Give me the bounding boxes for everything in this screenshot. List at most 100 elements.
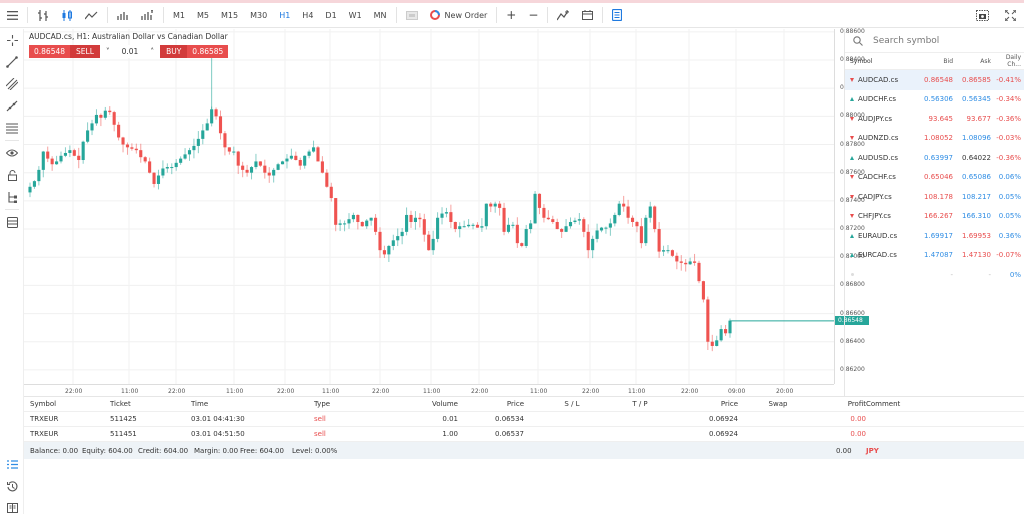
screenshot-button[interactable]: [968, 3, 996, 28]
watchlist-row[interactable]: EURCAD.cs 1.47087 1.47130 -0.07%: [845, 246, 1024, 266]
dot-icon: [851, 273, 854, 277]
fibonacci-tool[interactable]: [0, 117, 24, 139]
one-click-trading-button[interactable]: [400, 3, 424, 28]
zoom-out-button[interactable]: −: [528, 8, 539, 22]
current-price-label: 0.86548: [835, 316, 869, 326]
position-row[interactable]: TRXEUR 511451 03.01 04:51:50 sell 1.00 0.0653…: [24, 427, 1024, 442]
volume-cell: 0.01: [442, 415, 458, 423]
watchlist-row[interactable]: AUDCHF.cs 0.56306 0.56345 -0.34%: [845, 90, 1024, 110]
time-tick: 20:00: [776, 388, 794, 395]
new-order-button[interactable]: New Order: [424, 3, 494, 28]
layers-icon: [6, 216, 18, 228]
volume-decrease-button[interactable]: ˅: [105, 47, 110, 56]
col-header[interactable]: Price: [720, 400, 738, 408]
col-header[interactable]: S / L: [564, 400, 580, 408]
zoom-in-button[interactable]: +: [506, 8, 517, 22]
lock-toggle[interactable]: [0, 164, 24, 186]
watchlist-row[interactable]: AUDCAD.cs 0.86548 0.86585 -0.41%: [845, 70, 1024, 90]
sell-button[interactable]: SELL: [70, 45, 100, 58]
timeframe-h1[interactable]: H1: [279, 10, 291, 20]
symbol-name: AUDNZD.cs: [858, 134, 899, 143]
col-header[interactable]: Volume: [431, 400, 458, 408]
timeframe-d1[interactable]: D1: [325, 10, 337, 20]
col-header[interactable]: Comment: [866, 400, 901, 408]
timeframe-w1[interactable]: W1: [348, 10, 362, 20]
menu-button[interactable]: [0, 3, 24, 28]
candlestick-chart[interactable]: [24, 29, 834, 384]
bar-chart-button[interactable]: [31, 3, 55, 28]
volume-tick-icon: [141, 10, 153, 20]
journal-tab[interactable]: [0, 497, 24, 519]
price-tick: 0.87400: [840, 196, 865, 204]
col-header[interactable]: Type: [314, 400, 331, 408]
timeframe-h4[interactable]: H4: [302, 10, 314, 20]
trade-log-button[interactable]: [606, 3, 628, 28]
watchlist-row[interactable]: CHFJPY.cs 166.267 166.310 0.05%: [845, 207, 1024, 227]
col-symbol[interactable]: Symbol: [850, 57, 873, 65]
history-tab[interactable]: [0, 475, 24, 497]
timeframe-mn[interactable]: MN: [373, 10, 387, 20]
watchlist-row[interactable]: AUDJPY.cs 93.645 93.677 -0.36%: [845, 109, 1024, 129]
tick-volume-button[interactable]: [135, 3, 160, 28]
sell-price[interactable]: 0.86548: [29, 45, 71, 58]
col-header[interactable]: Symbol: [30, 400, 57, 408]
positions-panel: Symbol Ticket Time Type Volume Price S / L T / …: [24, 396, 1024, 514]
chart-panel[interactable]: AUDCAD.cs, H1: Australian Dollar vs Cana…: [24, 28, 869, 396]
volume-button[interactable]: [111, 3, 135, 28]
col-header[interactable]: Price: [506, 400, 524, 408]
price-tick: 0.88000: [840, 112, 865, 120]
col-header[interactable]: T / P: [632, 400, 648, 408]
candle-chart-button[interactable]: [55, 3, 79, 28]
symbol-name: AUDUSD.cs: [858, 153, 898, 162]
channel-tool[interactable]: [0, 73, 24, 95]
ask-cell: 93.677: [966, 114, 992, 123]
indicators-button[interactable]: [551, 3, 576, 28]
search-icon: [853, 35, 863, 46]
time-tick: 22:00: [168, 388, 186, 395]
buy-price[interactable]: 0.86585: [187, 45, 229, 58]
time-axis[interactable]: 22:00 11:00 22:00 11:00 22:00 11:00 22:00 11:00…: [24, 384, 834, 396]
arrow-down-icon: [850, 175, 854, 180]
watchlist-row[interactable]: AUDUSD.cs 0.63997 0.64022 -0.36%: [845, 148, 1024, 168]
col-header[interactable]: Time: [191, 400, 209, 408]
buy-button[interactable]: BUY: [160, 45, 188, 58]
arrow-down-icon: [850, 136, 854, 141]
volume-increase-button[interactable]: ˄: [150, 47, 155, 56]
delete-drawings-button[interactable]: [0, 211, 24, 233]
col-header[interactable]: Ticket: [110, 400, 131, 408]
search-input[interactable]: Search symbol: [873, 35, 940, 46]
calendar-button[interactable]: [576, 3, 599, 28]
watchlist-row[interactable]: - - 0%: [845, 265, 1024, 285]
symbol-cell: [845, 273, 913, 277]
col-daily-change[interactable]: Daily Ch...: [1005, 54, 1021, 68]
timeframe-m15[interactable]: M15: [221, 10, 239, 20]
col-header[interactable]: Swap: [768, 400, 788, 408]
position-row[interactable]: TRXEUR 511425 03.01 04:41:30 sell 0.01 0.0653…: [24, 412, 1024, 427]
bid-cell: 0.86548: [924, 75, 953, 84]
price-tick: 0.88400: [840, 55, 865, 63]
line-chart-button[interactable]: [79, 3, 104, 28]
price-tick: 0.88600: [840, 27, 865, 35]
watchlist-row[interactable]: EURAUD.cs 1.69917 1.69953 0.36%: [845, 226, 1024, 246]
timeframe-m30[interactable]: M30: [250, 10, 268, 20]
trendline-tool[interactable]: [0, 51, 24, 73]
col-ask[interactable]: Ask: [980, 57, 991, 65]
col-bid[interactable]: Bid: [943, 57, 953, 65]
crosshair-tool[interactable]: [0, 29, 24, 51]
time-tick: 22:00: [681, 388, 699, 395]
watchlist-row[interactable]: AUDNZD.cs 1.08052 1.08096 -0.03%: [845, 129, 1024, 149]
symbol-search[interactable]: Search symbol: [845, 29, 1024, 53]
object-tree-button[interactable]: [0, 186, 24, 208]
volume-input[interactable]: 0.01: [121, 47, 139, 56]
watchlist-row[interactable]: CADCHF.cs 0.65046 0.65086 0.06%: [845, 168, 1024, 188]
visibility-toggle[interactable]: [0, 142, 24, 164]
timeframe-m5[interactable]: M5: [197, 10, 209, 20]
fullscreen-button[interactable]: [996, 3, 1024, 28]
timeframe-m1[interactable]: M1: [173, 10, 185, 20]
ray-tool[interactable]: [0, 95, 24, 117]
divider: [547, 7, 549, 23]
col-header[interactable]: Profit: [847, 400, 866, 408]
positions-tab[interactable]: [0, 453, 24, 475]
watchlist-row[interactable]: CADJPY.cs 108.178 108.217 0.05%: [845, 187, 1024, 207]
type-cell: sell: [314, 430, 326, 438]
